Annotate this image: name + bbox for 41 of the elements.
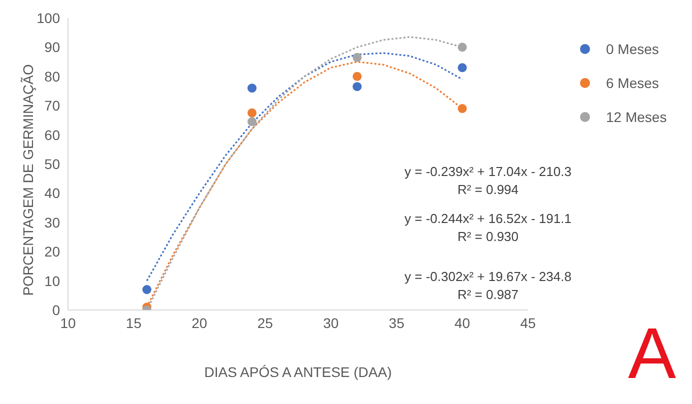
x-tick-label: 15	[126, 314, 142, 331]
x-tick-label: 20	[192, 314, 208, 331]
point	[247, 84, 257, 93]
point	[458, 104, 467, 114]
y-tick-label: 90	[44, 39, 60, 56]
point	[142, 285, 152, 294]
y-tick-label: 0	[52, 302, 60, 318]
legend-label: 6 Meses	[606, 75, 659, 91]
annotation: R² = 0.930	[456, 229, 520, 244]
annotation: y = -0.239x² + 17.04x - 210.3	[404, 164, 572, 179]
y-tick-label: 70	[44, 98, 60, 114]
x-tick-label: 10	[60, 314, 76, 331]
x-tick-label: 25	[257, 314, 274, 331]
y-axis-title: PORCENTAGEM DE GERMINAÇÃO	[20, 63, 36, 298]
y-tick-label: 80	[44, 68, 60, 84]
y-tick-label: 50	[44, 156, 60, 172]
x-tick-label: 45	[520, 314, 536, 331]
point	[247, 108, 257, 118]
annotation: y = -0.244x² + 16.52x - 191.1	[404, 211, 572, 226]
point	[458, 42, 467, 52]
x-tick-label: 35	[388, 314, 405, 331]
y-tick-label: 100	[36, 10, 60, 26]
point	[458, 63, 467, 72]
annotation: R² = 0.994	[456, 182, 520, 197]
point	[247, 117, 257, 126]
annotation: R² = 0.987	[456, 287, 520, 302]
text: A	[628, 314, 676, 394]
y-tick-label: 30	[44, 214, 60, 230]
y-tick-label: 60	[44, 126, 60, 143]
x-axis-title: DIAS APÓS A ANTESE (DAA)	[203, 364, 393, 380]
y-tick-label: 40	[44, 185, 60, 202]
annotation: y = -0.302x² + 19.67x - 234.8	[404, 269, 572, 284]
x-tick-label: 40	[454, 314, 470, 331]
legend-label: 0 Meses	[606, 41, 659, 57]
point	[352, 72, 362, 81]
legend-label: 12 Meses	[606, 109, 667, 125]
point	[352, 52, 362, 62]
x-tick-label: 30	[323, 314, 339, 331]
y-tick-label: 20	[44, 244, 60, 260]
point	[352, 82, 362, 92]
y-tick-label: 10	[44, 272, 60, 289]
